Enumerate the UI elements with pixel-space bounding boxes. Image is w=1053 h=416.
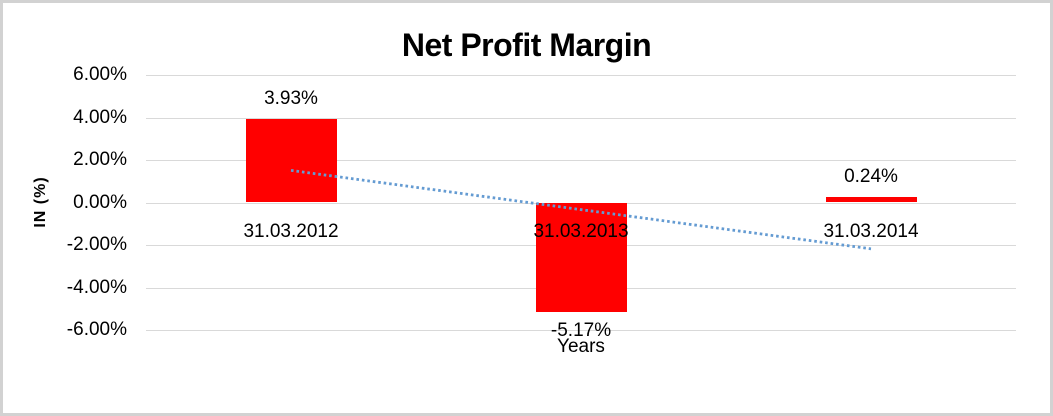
y-tick-label: 4.00% (73, 106, 127, 128)
data-label: -5.17% (550, 320, 612, 342)
data-label: 3.93% (264, 87, 318, 109)
y-tick-label: 6.00% (73, 64, 127, 85)
chart-title: Net Profit Margin (401, 27, 652, 63)
y-tick-label: 0.00% (73, 191, 127, 213)
y-tick-label: 2.00% (73, 149, 127, 170)
category-label: 31.03.2012 (243, 220, 339, 242)
bar-31.03.2014 (825, 197, 917, 203)
bar-31.03.2013 (535, 202, 627, 313)
y-tick-label: -2.00% (66, 234, 127, 255)
x-axis-title: Years (557, 336, 605, 357)
data-label: 0.24% (844, 166, 898, 188)
gridline (146, 117, 1016, 119)
y-tick-label: -6.00% (66, 319, 127, 340)
trendline-path (290, 169, 872, 251)
trendline (290, 169, 872, 251)
y-tick-label: -4.00% (66, 276, 127, 298)
category-label: 31.03.2014 (823, 220, 919, 242)
gridline (146, 160, 1016, 161)
plot-area (146, 75, 1016, 331)
category-label: 31.03.2013 (533, 220, 629, 242)
gridline (146, 330, 1016, 331)
gridline (146, 75, 1016, 76)
bar-31.03.2012 (245, 118, 337, 203)
